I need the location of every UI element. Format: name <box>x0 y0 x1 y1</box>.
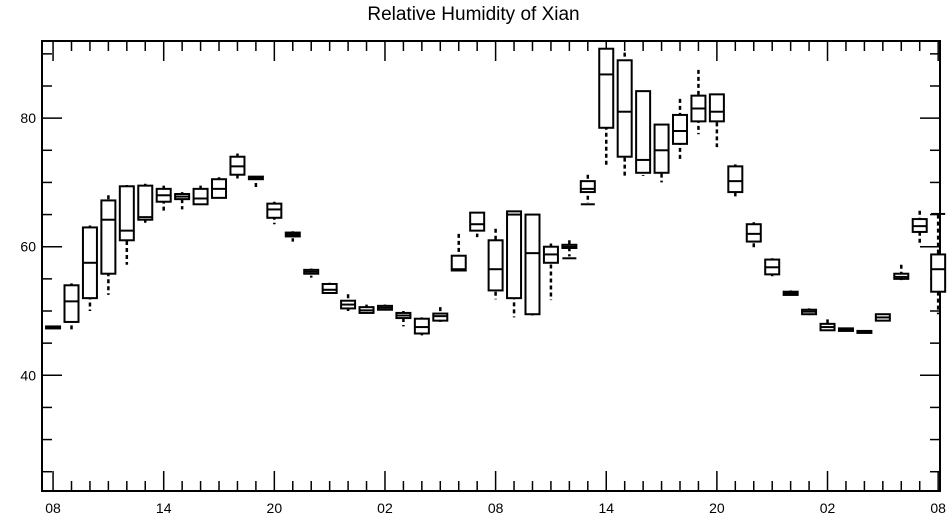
box-26 <box>524 213 541 316</box>
box-iqr <box>727 165 744 194</box>
box-37 <box>727 164 744 197</box>
x-tick-label: 02 <box>377 500 393 516</box>
box-iqr <box>469 211 486 232</box>
box-15 <box>321 282 338 295</box>
box-iqr <box>450 254 467 272</box>
y-axis: 40 60 80 <box>20 53 940 473</box>
box-12 <box>266 201 283 225</box>
box-iqr <box>598 47 615 129</box>
box-iqr <box>524 213 541 316</box>
box-3 <box>100 195 117 295</box>
box-iqr <box>635 90 652 174</box>
y-tick-label: 40 <box>20 367 36 383</box>
box-31 <box>616 52 633 176</box>
box-6 <box>155 185 172 212</box>
box-7 <box>174 192 191 210</box>
box-36 <box>708 93 725 148</box>
x-tick-label: 14 <box>156 500 172 516</box>
x-tick-label: 08 <box>930 500 946 516</box>
box-32 <box>635 90 652 176</box>
x-tick-label: 20 <box>709 500 725 516</box>
box-iqr <box>192 187 209 206</box>
box-iqr <box>321 283 338 294</box>
box-1 <box>63 283 80 331</box>
box-iqr <box>118 185 135 242</box>
box-17 <box>358 304 375 314</box>
box-35 <box>690 69 707 135</box>
box-iqr <box>487 239 504 292</box>
box-16 <box>340 294 357 311</box>
box-iqr <box>100 199 117 275</box>
box-8 <box>192 185 209 206</box>
box-29 <box>579 174 596 203</box>
box-iqr <box>930 253 947 293</box>
box-41 <box>801 308 818 316</box>
box-40 <box>782 290 799 296</box>
box-iqr <box>672 113 689 145</box>
box-27 <box>542 243 559 301</box>
box-iqr <box>579 180 596 194</box>
box-30 <box>598 47 615 167</box>
box-11 <box>247 175 264 189</box>
box-18 <box>376 304 393 311</box>
box-23 <box>469 211 486 238</box>
box-13 <box>284 231 301 242</box>
box-45 <box>874 313 891 322</box>
box-20 <box>413 317 430 338</box>
x-tick-label: 08 <box>488 500 504 516</box>
boxes-layer <box>45 47 947 338</box>
box-iqr <box>266 202 283 219</box>
box-iqr <box>63 284 80 323</box>
box-10 <box>229 153 246 180</box>
box-24 <box>487 228 504 300</box>
box-14 <box>303 268 320 278</box>
x-tick-label: 20 <box>267 500 283 516</box>
y-tick-label: 80 <box>20 110 36 126</box>
box-34 <box>672 98 689 160</box>
box-19 <box>395 311 412 327</box>
box-9 <box>211 177 228 199</box>
x-tick-label: 08 <box>45 500 61 516</box>
box-2 <box>81 225 98 311</box>
box-iqr <box>137 184 154 221</box>
box-38 <box>745 222 762 248</box>
x-tick-label: 02 <box>820 500 836 516</box>
box-43 <box>837 327 854 332</box>
box-39 <box>764 258 781 279</box>
box-22 <box>450 233 467 272</box>
x-tick-label: 14 <box>598 500 614 516</box>
box-46 <box>893 264 910 281</box>
box-42 <box>819 319 836 332</box>
box-25 <box>506 210 523 318</box>
chart-title: Relative Humidity of Xian <box>367 4 580 25</box>
box-47 <box>911 210 928 244</box>
box-44 <box>856 329 873 334</box>
box-28 <box>561 240 578 257</box>
box-0 <box>45 325 62 330</box>
box-33 <box>653 123 670 183</box>
box-iqr <box>708 93 725 123</box>
box-5 <box>137 183 154 224</box>
y-tick-label: 60 <box>20 239 36 255</box>
box-4 <box>118 185 135 265</box>
box-iqr <box>506 210 523 300</box>
box-iqr <box>616 59 633 158</box>
x-axis: 08 14 20 02 08 14 20 02 08 <box>45 41 946 516</box>
box-iqr <box>653 123 670 174</box>
box-21 <box>432 307 449 322</box>
box-48 <box>930 214 947 315</box>
